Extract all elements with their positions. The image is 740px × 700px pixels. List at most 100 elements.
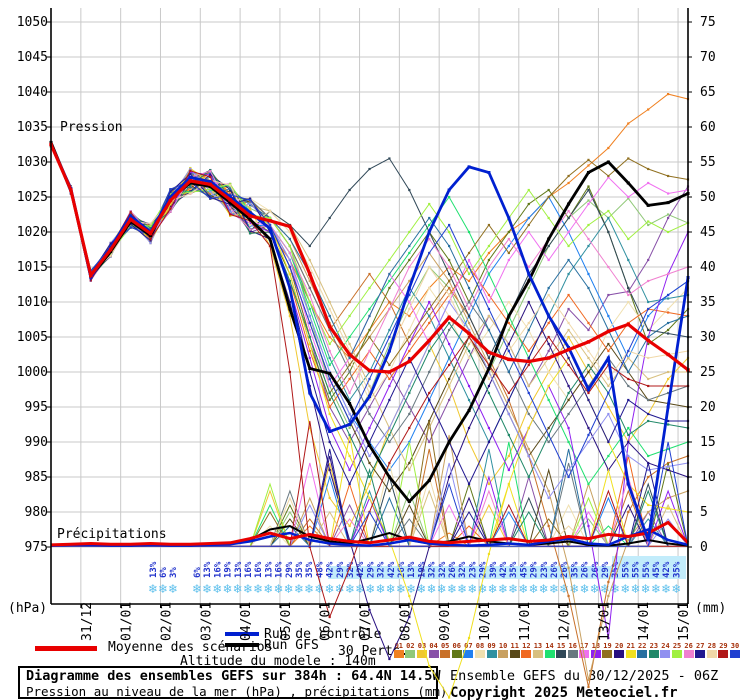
data-point-marker bbox=[507, 454, 510, 458]
data-point-marker bbox=[89, 269, 92, 273]
data-point-marker bbox=[547, 342, 550, 346]
snow-probability-label: 35% bbox=[509, 561, 519, 578]
data-point-marker bbox=[368, 475, 371, 479]
left-axis-tick-label: 985 bbox=[25, 470, 48, 485]
left-axis-tick-label: 1050 bbox=[17, 15, 48, 30]
data-point-marker bbox=[388, 335, 391, 339]
right-axis-tick-label: 20 bbox=[700, 400, 716, 415]
data-point-marker bbox=[547, 440, 550, 444]
data-point-marker bbox=[607, 342, 610, 346]
data-point-marker bbox=[109, 248, 112, 251]
member-precip-line bbox=[51, 462, 689, 547]
data-point-marker bbox=[428, 223, 431, 227]
data-point-marker bbox=[229, 213, 232, 216]
snowflake-icon: ❄ bbox=[243, 582, 253, 596]
data-point-marker bbox=[368, 286, 371, 290]
data-point-marker bbox=[686, 349, 690, 353]
data-point-marker bbox=[109, 247, 113, 252]
data-point-marker bbox=[467, 279, 471, 283]
data-point-marker bbox=[189, 191, 192, 194]
data-point-marker bbox=[686, 276, 690, 279]
data-point-marker bbox=[428, 300, 431, 304]
data-point-marker bbox=[686, 419, 690, 423]
member-legend-item: 01 bbox=[393, 642, 405, 658]
left-axis-tick-label: 1010 bbox=[17, 295, 48, 310]
member-precip-line bbox=[51, 455, 688, 547]
data-point-marker bbox=[408, 335, 411, 339]
data-point-marker bbox=[388, 426, 391, 430]
data-point-marker bbox=[388, 272, 391, 276]
data-point-marker bbox=[388, 272, 391, 276]
data-point-marker bbox=[288, 223, 291, 227]
member-color-legend: 01 02 03 04 05 06 07 08 09 10 11 12 13 14 15 16 17 18 19 20… bbox=[393, 642, 740, 658]
data-point-marker bbox=[49, 141, 53, 144]
data-point-marker bbox=[49, 143, 53, 146]
date-label: 31/12 bbox=[80, 602, 95, 641]
data-point-marker bbox=[686, 475, 690, 479]
data-point-marker bbox=[467, 328, 471, 332]
member-color-swatch bbox=[498, 650, 509, 658]
data-point-marker bbox=[109, 244, 112, 247]
data-point-marker bbox=[527, 391, 530, 395]
data-point-marker bbox=[647, 475, 650, 479]
data-point-marker bbox=[69, 186, 73, 189]
data-point-marker bbox=[666, 370, 670, 374]
data-point-marker bbox=[408, 251, 411, 255]
data-point-marker bbox=[308, 335, 311, 339]
data-point-marker bbox=[666, 377, 670, 381]
data-point-marker bbox=[686, 221, 690, 224]
data-point-marker bbox=[627, 440, 630, 444]
data-point-marker bbox=[149, 242, 152, 245]
data-point-marker bbox=[368, 314, 371, 318]
data-point-marker bbox=[527, 188, 530, 192]
data-point-marker bbox=[507, 321, 510, 325]
data-point-marker bbox=[229, 211, 232, 214]
member-pressure-line bbox=[50, 142, 689, 471]
data-point-marker bbox=[647, 314, 650, 318]
data-point-marker bbox=[248, 210, 252, 214]
data-point-marker bbox=[308, 321, 311, 325]
data-point-marker bbox=[547, 384, 550, 388]
member-pressure-line bbox=[50, 142, 689, 639]
data-point-marker bbox=[607, 216, 610, 220]
data-point-marker bbox=[149, 238, 152, 241]
data-point-marker bbox=[248, 211, 252, 215]
member-legend-item: 16 bbox=[567, 642, 579, 658]
data-point-marker bbox=[189, 180, 192, 183]
legend-gfs-line bbox=[225, 643, 259, 647]
data-point-marker bbox=[148, 231, 153, 236]
data-point-marker bbox=[387, 349, 391, 353]
data-point-marker bbox=[666, 465, 670, 468]
data-point-marker bbox=[487, 356, 491, 360]
data-point-marker bbox=[129, 210, 132, 213]
data-point-marker bbox=[308, 335, 311, 339]
data-point-marker bbox=[448, 363, 451, 367]
data-point-marker bbox=[169, 207, 172, 210]
data-point-marker bbox=[89, 279, 92, 282]
data-point-marker bbox=[328, 391, 331, 395]
data-point-marker bbox=[547, 244, 550, 248]
data-point-marker bbox=[328, 405, 331, 409]
data-point-marker bbox=[408, 615, 411, 619]
data-point-marker bbox=[288, 286, 292, 290]
data-point-marker bbox=[308, 342, 311, 346]
data-point-marker bbox=[507, 405, 510, 409]
data-point-marker bbox=[348, 377, 351, 381]
data-point-marker bbox=[606, 356, 610, 360]
data-point-marker bbox=[547, 188, 550, 192]
data-point-marker bbox=[547, 524, 550, 528]
data-point-marker bbox=[189, 176, 192, 179]
snowflake-icon: ❄ bbox=[518, 582, 528, 596]
member-pressure-line bbox=[50, 145, 689, 401]
member-precip-line bbox=[51, 441, 688, 547]
data-point-marker bbox=[189, 180, 192, 183]
data-point-marker bbox=[686, 192, 690, 195]
data-point-marker bbox=[209, 196, 212, 199]
data-point-marker bbox=[288, 258, 291, 262]
data-point-marker bbox=[408, 342, 411, 346]
data-point-marker bbox=[49, 144, 53, 147]
right-axis-tick-label: 15 bbox=[700, 435, 716, 450]
data-point-marker bbox=[408, 468, 411, 472]
data-point-marker bbox=[248, 204, 252, 207]
